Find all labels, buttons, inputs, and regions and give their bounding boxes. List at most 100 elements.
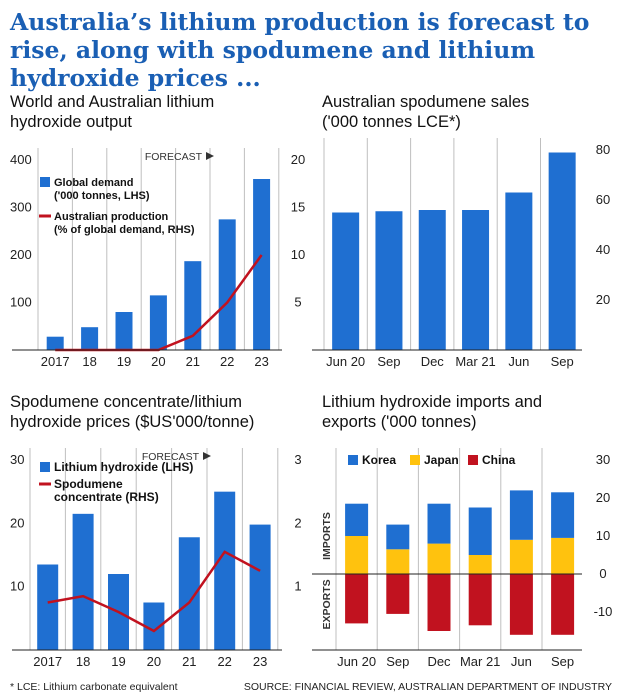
bar-lithium-hydroxide	[143, 602, 165, 650]
imports-label: IMPORTS	[321, 512, 333, 560]
legend-swatch-china	[468, 455, 478, 465]
y-right-tick: 1	[294, 579, 301, 594]
forecast-arrow-icon	[203, 452, 211, 460]
bar-spodumene-sales	[375, 211, 403, 350]
x-tick-label: Mar 21	[460, 654, 500, 669]
bar-china	[468, 574, 492, 626]
bar-korea	[551, 492, 575, 538]
lithium-hydroxide-output-chart: FORECAST 100 200 300 400 5 10 15 20 2017 18 19 20 21 2…	[10, 148, 305, 369]
y-right-tick: 5	[294, 295, 301, 310]
y-right-tick: -10	[594, 604, 613, 619]
bar-lithium-hydroxide	[249, 524, 271, 650]
bar-japan	[427, 543, 451, 574]
headline: Australia’s lithium production is foreca…	[10, 8, 590, 92]
bar-japan	[468, 555, 492, 574]
y-left-tick: 20	[10, 515, 24, 530]
x-tick-label: 23	[253, 654, 267, 669]
forecast-label: FORECAST	[142, 451, 200, 463]
spodumene-sales-chart: 20 40 60 80 Jun 20 Sep Dec Mar 21 Jun Sep	[312, 138, 610, 369]
y-right-tick: 2	[294, 515, 301, 530]
legend-label-lithium-hydroxide: Lithium hydroxide (LHS)	[54, 460, 193, 474]
forecast-arrow-icon	[206, 152, 214, 160]
bar-japan	[551, 537, 575, 574]
y-right-tick: 0	[599, 566, 606, 581]
source-note: SOURCE: FINANCIAL REVIEW, AUSTRALIAN DEP…	[243, 681, 612, 693]
x-tick-label: 18	[76, 654, 90, 669]
y-right-tick: 20	[596, 292, 610, 307]
bar-china	[345, 574, 369, 624]
bar-global-demand	[253, 179, 271, 350]
legend-label-korea: Korea	[362, 453, 396, 467]
bar-china	[509, 574, 533, 635]
bar-korea	[427, 503, 451, 544]
bar-global-demand	[81, 327, 99, 350]
bar-global-demand	[46, 336, 64, 350]
imports-exports-chart: -10 0 10 20 30 Jun 20 Sep Dec Mar 21 Jun Sep IMPORT…	[312, 448, 613, 669]
forecast-label: FORECAST	[145, 151, 203, 163]
bar-korea	[468, 507, 492, 555]
bar-lithium-hydroxide	[37, 564, 59, 650]
x-tick-label: 20	[147, 654, 161, 669]
x-tick-label: Jun	[508, 354, 529, 369]
bar-china	[427, 574, 451, 631]
bar-lithium-hydroxide	[178, 537, 200, 650]
bar-korea	[345, 503, 369, 536]
x-tick-label: 22	[220, 354, 234, 369]
y-right-tick: 10	[291, 247, 305, 262]
chart4-title: Lithium hydroxide imports and exports ('…	[322, 393, 543, 431]
y-right-tick: 3	[294, 452, 301, 467]
x-tick-label: Sep	[386, 654, 409, 669]
x-tick-label: Sep	[551, 654, 574, 669]
x-tick-label: Jun 20	[326, 354, 365, 369]
bar-global-demand	[218, 219, 236, 350]
bar-china	[386, 574, 410, 614]
x-tick-label: Jun 20	[337, 654, 376, 669]
y-right-tick: 40	[596, 242, 610, 257]
x-tick-label: 20	[151, 354, 165, 369]
y-left-tick: 100	[10, 295, 32, 310]
x-tick-label: Mar 21	[455, 354, 495, 369]
bar-lithium-hydroxide	[72, 513, 94, 650]
y-right-tick: 20	[596, 490, 610, 505]
x-tick-label: 19	[111, 654, 125, 669]
x-tick-label: 22	[217, 654, 231, 669]
x-tick-label: Sep	[551, 354, 574, 369]
y-right-tick: 60	[596, 192, 610, 207]
bar-global-demand	[115, 312, 133, 350]
x-tick-label: 2017	[33, 654, 62, 669]
bar-spodumene-sales	[462, 210, 490, 350]
x-tick-label: Sep	[377, 354, 400, 369]
y-left-tick: 400	[10, 152, 32, 167]
exports-label: EXPORTS	[321, 579, 333, 629]
bar-lithium-hydroxide	[214, 491, 236, 650]
legend-label-spodumene-concentrate: Spodumene concentrate (RHS)	[54, 477, 159, 504]
y-right-tick: 20	[291, 152, 305, 167]
y-right-tick: 30	[596, 452, 610, 467]
legend-swatch-japan	[410, 455, 420, 465]
x-tick-label: Dec	[421, 354, 445, 369]
bar-global-demand	[149, 295, 167, 350]
x-tick-label: 2017	[41, 354, 70, 369]
legend-label-global-demand: Global demand ('000 tonnes, LHS)	[54, 177, 150, 202]
y-left-tick: 10	[10, 579, 24, 594]
footnote: * LCE: Lithium carbonate equivalent	[10, 681, 178, 693]
bar-spodumene-sales	[505, 192, 533, 350]
bar-japan	[386, 549, 410, 574]
y-left-tick: 300	[10, 200, 32, 215]
x-tick-label: 21	[186, 354, 200, 369]
y-right-tick: 10	[596, 528, 610, 543]
legend-swatch-korea	[348, 455, 358, 465]
x-tick-label: 19	[117, 354, 131, 369]
bar-spodumene-sales	[418, 210, 446, 350]
bar-china	[551, 574, 575, 635]
bar-global-demand	[184, 261, 202, 350]
legend-swatch-lithium-hydroxide	[40, 462, 50, 472]
bar-korea	[509, 490, 533, 540]
chart3-title: Spodumene concentrate/lithium hydroxide …	[10, 393, 255, 431]
x-tick-label: 18	[82, 354, 96, 369]
x-tick-label: Dec	[427, 654, 451, 669]
bar-japan	[509, 539, 533, 574]
bar-japan	[345, 536, 369, 574]
x-tick-label: Jun	[511, 654, 532, 669]
